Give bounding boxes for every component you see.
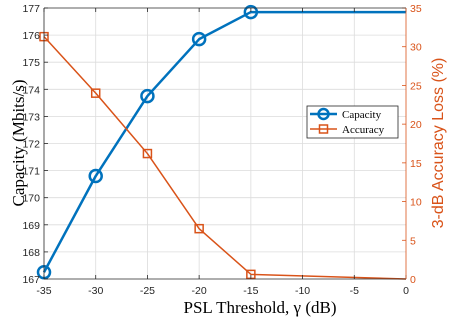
y-left-tick-label: 169 [22,220,40,232]
y-left-tick-label: 174 [22,84,40,96]
y-left-tick-label: 170 [22,193,40,205]
legend: Capacity Accuracy [306,105,399,139]
y-left-tick-label: 167 [22,274,40,286]
y-left-tick-label: 176 [22,30,40,42]
x-tick-label: 0 [403,285,409,297]
x-tick-label: -25 [140,285,155,297]
x-tick-label: -20 [192,285,207,297]
x-tick-label: -15 [243,285,258,297]
y-right-tick-label: 0 [410,274,416,286]
y-right-tick-label: 35 [410,3,422,15]
y-left-tick-label: 171 [22,166,40,178]
y-left-tick-label: 177 [22,3,40,15]
y-right-tick-label: 10 [410,197,422,209]
x-tick-label: -10 [295,285,310,297]
y-left-tick-label: 172 [22,139,40,151]
x-tick-label: -35 [36,285,51,297]
accuracy-data-point [194,223,204,234]
capacity-data-point [243,4,259,20]
x-axis-title: PSL Threshold, γ (dB) [184,298,337,317]
y-right-tick-label: 5 [410,235,416,247]
capacity-data-point [88,168,103,184]
legend-accuracy-marker [318,124,329,134]
x-tick-label: -30 [88,285,103,297]
y-left-tick-label: 173 [22,111,40,123]
axes-frame [43,7,407,280]
legend-capacity-marker [317,107,330,121]
y-axis-left-title: Capacity (Mbits/s) [9,79,28,206]
capacity-series-line [42,10,406,273]
y-left-tick-label: 175 [22,57,40,69]
y-right-tick-label: 25 [410,80,422,92]
capacity-data-point [140,88,155,104]
x-tick-label: -5 [350,285,359,297]
tick-labels: -35 -30 -25 -20 -15 -10 -5 0 167 168 169 170 171 172 1… [22,3,421,297]
accuracy-data-point [90,88,101,98]
grid-lines [44,8,406,279]
accuracy-series-line [43,36,407,280]
y-right-tick-label: 20 [410,119,422,131]
y-axis-right-title: 3-dB Accuracy Loss (%) [430,58,447,229]
legend-capacity-label: Capacity [342,109,382,121]
y-left-tick-label: 168 [22,247,40,259]
y-right-tick-label: 30 [410,42,422,54]
accuracy-data-point [142,148,153,159]
legend-accuracy-label: Accuracy [342,124,385,136]
y-right-tick-label: 15 [410,158,422,170]
capacity-data-point [191,31,207,47]
series-layer [36,4,407,280]
